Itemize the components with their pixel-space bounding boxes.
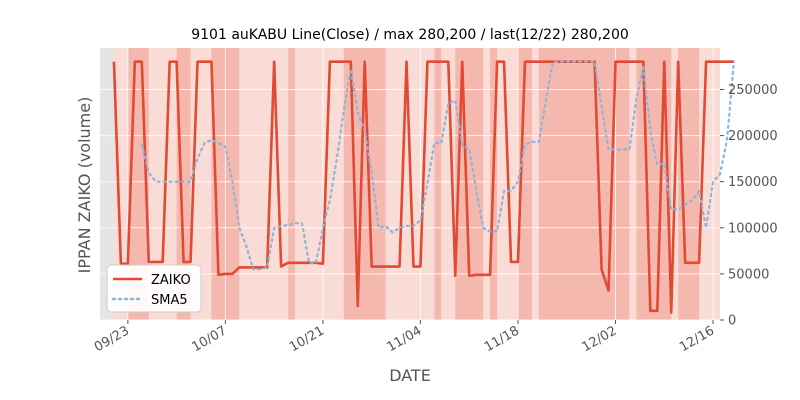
zaiko-line (112, 60, 734, 314)
y-tick-label: 0 (728, 314, 736, 329)
band-dark (685, 48, 693, 320)
chart-title: 9101 auKABU Line(Close) / max 280,200 / … (191, 27, 629, 43)
band-dark (378, 48, 386, 320)
y-axis-ticks: 0 50000 100000 150000 200000 250000 (720, 83, 778, 329)
series-lines (112, 60, 736, 314)
band-dark (288, 48, 296, 320)
band-dark (517, 48, 532, 320)
date-bands (113, 48, 720, 320)
y-tick-label: 200000 (728, 129, 778, 144)
y-tick-label: 50000 (728, 267, 769, 282)
band-dark (434, 48, 442, 320)
y-tick-label: 100000 (728, 221, 778, 236)
legend-label-sma5: SMA5 (151, 293, 188, 308)
legend-box (106, 264, 202, 313)
band-dark (692, 48, 700, 320)
y-axis-label: IPPAN ZAIKO (volume) (75, 97, 94, 274)
legend-label-zaiko: ZAIKO (151, 273, 191, 288)
legend: ZAIKO SMA5 (106, 264, 202, 313)
band-dark (176, 48, 191, 320)
sma5-line (140, 60, 736, 271)
x-axis-label: DATE (389, 366, 431, 385)
y-tick-label: 250000 (728, 83, 778, 98)
y-tick-label: 150000 (728, 175, 778, 190)
